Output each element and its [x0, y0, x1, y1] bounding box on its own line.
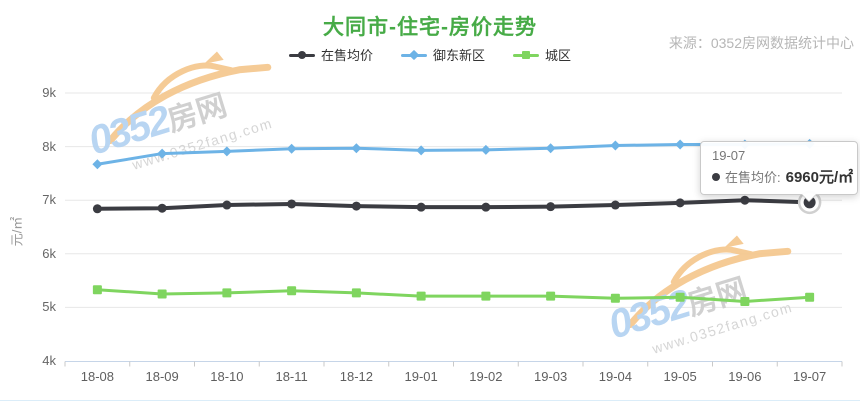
chart-legend: 在售均价 御东新区 城区: [0, 45, 860, 64]
square-data-point[interactable]: [157, 289, 167, 299]
legend-item-yudong[interactable]: 御东新区: [400, 45, 485, 64]
diamond-marker-icon: [400, 49, 427, 61]
square-data-point[interactable]: [287, 286, 297, 296]
circle-data-point[interactable]: [157, 203, 167, 213]
x-tick-label: 19-06: [728, 369, 762, 384]
legend-item-chengqu[interactable]: 城区: [513, 45, 571, 64]
square-data-point[interactable]: [740, 297, 750, 307]
circle-data-point[interactable]: [675, 198, 685, 208]
square-data-point[interactable]: [222, 288, 232, 298]
series-line-0[interactable]: [95, 198, 812, 211]
hover-tooltip: 19-07 在售均价: 6960元/㎡: [700, 141, 858, 202]
legend-label: 御东新区: [432, 48, 485, 63]
x-tick-label: 19-05: [663, 369, 697, 384]
circle-data-point[interactable]: [546, 202, 556, 212]
x-tick-label: 19-04: [598, 369, 632, 384]
bottom-divider: [0, 400, 860, 401]
legend-label: 城区: [545, 48, 572, 63]
diamond-data-point[interactable]: [610, 140, 621, 151]
circle-data-point[interactable]: [481, 202, 491, 212]
square-data-point[interactable]: [546, 291, 556, 301]
circle-data-point[interactable]: [351, 201, 361, 211]
x-tick-label: 19-01: [404, 369, 438, 384]
y-tick-label: 7k: [42, 192, 56, 208]
y-tick-label: 9k: [42, 85, 56, 100]
diamond-data-point[interactable]: [286, 143, 297, 154]
circle-marker-icon: [288, 49, 315, 61]
tooltip-series-label: 在售均价:: [725, 170, 781, 185]
square-data-point[interactable]: [481, 291, 491, 301]
diamond-data-point[interactable]: [545, 143, 556, 154]
y-tick-label: 4k: [42, 353, 56, 368]
x-tick-label: 18-12: [339, 369, 373, 384]
square-data-point[interactable]: [416, 291, 426, 301]
diamond-data-point[interactable]: [416, 145, 427, 156]
x-tick-label: 18-09: [145, 369, 179, 384]
series-dot-icon: [712, 172, 720, 181]
diamond-data-point[interactable]: [675, 139, 686, 150]
square-data-point[interactable]: [805, 292, 815, 302]
series-line-2[interactable]: [95, 288, 812, 304]
y-tick-label: 5k: [42, 299, 56, 315]
legend-item-avg-price[interactable]: 在售均价: [288, 45, 373, 64]
y-tick-label: 6k: [42, 245, 56, 261]
y-tick-label: 8k: [42, 138, 56, 154]
x-tick-label: 19-03: [534, 369, 568, 384]
square-data-point[interactable]: [92, 285, 102, 295]
page-title: 大同市-住宅-房价走势: [323, 16, 537, 39]
x-tick-label: 19-02: [469, 369, 503, 384]
x-tick-label: 19-07: [793, 369, 827, 384]
square-marker-icon: [513, 49, 539, 61]
tooltip-value: 6960元/㎡: [785, 169, 854, 186]
circle-data-point[interactable]: [740, 195, 750, 205]
diamond-data-point[interactable]: [351, 143, 362, 154]
circle-data-point[interactable]: [287, 199, 297, 209]
square-data-point[interactable]: [610, 293, 620, 303]
x-tick-label: 18-08: [80, 369, 114, 384]
series-line-1[interactable]: [95, 142, 812, 166]
x-tick-label: 18-10: [210, 369, 244, 384]
square-data-point[interactable]: [675, 292, 685, 302]
circle-data-point[interactable]: [610, 200, 620, 210]
tooltip-category: 19-07: [712, 148, 746, 163]
data-source-label: 来源：0352房网数据统计中心: [668, 35, 854, 51]
circle-data-point[interactable]: [222, 200, 232, 210]
legend-label: 在售均价: [320, 48, 373, 63]
diamond-data-point[interactable]: [480, 144, 491, 155]
square-data-point[interactable]: [351, 288, 361, 298]
x-tick-label: 18-11: [275, 369, 308, 384]
circle-data-point[interactable]: [416, 202, 426, 212]
diamond-data-point[interactable]: [92, 159, 103, 170]
circle-data-point[interactable]: [92, 204, 102, 214]
diamond-data-point[interactable]: [221, 146, 232, 157]
diamond-data-point[interactable]: [157, 148, 168, 159]
